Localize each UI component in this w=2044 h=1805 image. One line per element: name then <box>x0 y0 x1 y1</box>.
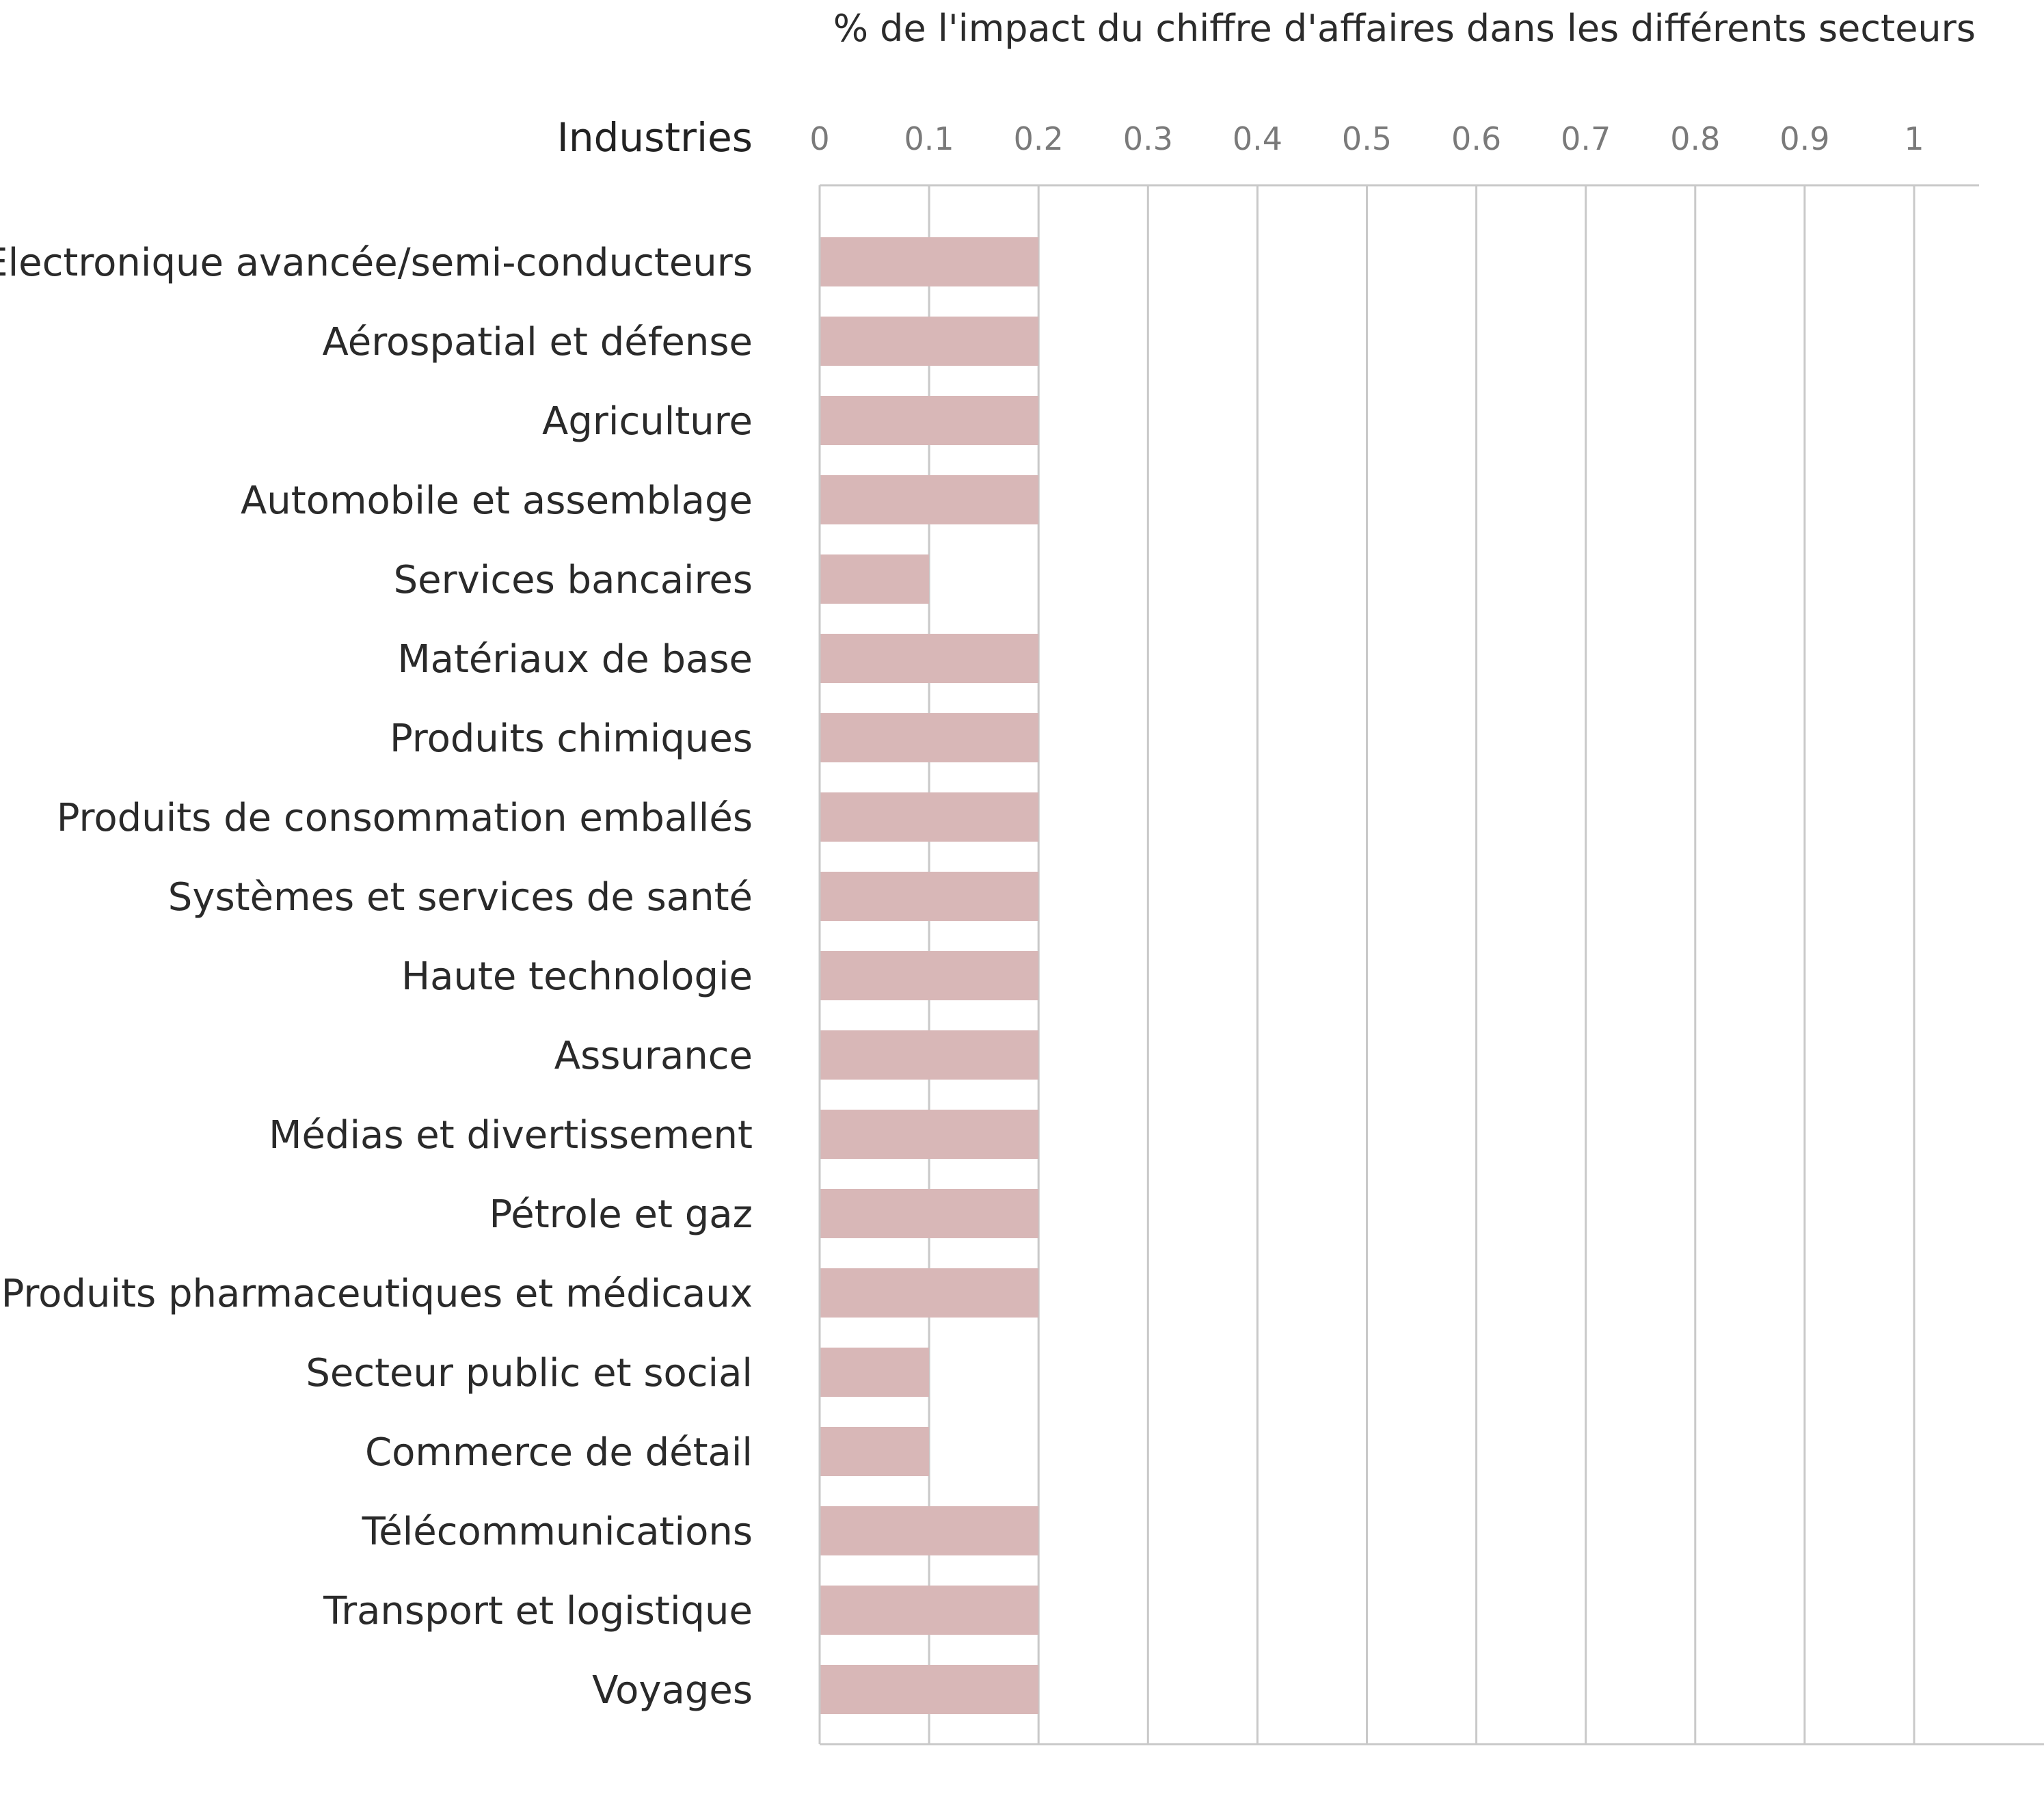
category-label: Médias et divertissement <box>269 1113 753 1158</box>
category-label: Matériaux de base <box>397 637 753 682</box>
bar-3 <box>820 396 1039 445</box>
bar-9 <box>820 872 1039 921</box>
category-label: Produits chimiques <box>390 717 753 761</box>
category-label: Automobile et assemblage <box>241 479 753 523</box>
x-tick-label: 0.4 <box>1233 120 1282 157</box>
category-label: Télécommunications <box>362 1510 753 1554</box>
category-label: Secteur public et social <box>306 1351 753 1395</box>
bar-15 <box>820 1348 930 1397</box>
x-tick-label: 0.5 <box>1342 120 1392 157</box>
x-tick-label: 1 <box>1904 120 1924 157</box>
x-tick-label: 0.8 <box>1670 120 1720 157</box>
bar-2 <box>820 317 1039 366</box>
bar-4 <box>820 475 1039 524</box>
category-header: Industries <box>557 114 753 161</box>
chart-title: % de l'impact du chiffre d'affaires dans… <box>833 7 1976 50</box>
bar-8 <box>820 792 1039 842</box>
category-label: Voyages <box>592 1668 753 1713</box>
x-tick-label: 0.2 <box>1014 120 1064 157</box>
category-label: Pétrole et gaz <box>489 1192 753 1237</box>
category-label: Commerce de détail <box>365 1430 753 1475</box>
bar-5 <box>820 554 930 604</box>
bar-10 <box>820 951 1039 1000</box>
category-label: Transport et logistique <box>323 1589 753 1633</box>
category-label: Haute technologie <box>401 954 753 999</box>
bar-1 <box>820 237 1039 286</box>
bar-13 <box>820 1189 1039 1238</box>
bar-19 <box>820 1665 1039 1714</box>
bar-14 <box>820 1268 1039 1318</box>
category-label: Aérospatial et défense <box>322 320 753 364</box>
category-label: Systèmes et services de santé <box>168 875 753 920</box>
bar-18 <box>820 1586 1039 1635</box>
bar-17 <box>820 1506 1039 1555</box>
category-label: Assurance <box>554 1034 753 1078</box>
x-tick-label: 0 <box>809 120 829 157</box>
bar-6 <box>820 634 1039 683</box>
x-tick-label: 0.1 <box>904 120 954 157</box>
x-tick-label: 0.9 <box>1779 120 1829 157</box>
category-label: Electronique avancée/semi-conducteurs <box>0 241 753 285</box>
bar-12 <box>820 1110 1039 1159</box>
category-label: Produits pharmaceutiques et médicaux <box>1 1272 753 1316</box>
category-label: Produits de consommation emballés <box>57 796 753 840</box>
x-tick-label: 0.7 <box>1561 120 1611 157</box>
bar-16 <box>820 1427 930 1476</box>
bar-7 <box>820 713 1039 762</box>
bar-11 <box>820 1030 1039 1080</box>
x-tick-label: 0.3 <box>1123 120 1173 157</box>
category-label: Agriculture <box>542 399 753 444</box>
category-label: Services bancaires <box>394 558 753 602</box>
x-tick-label: 0.6 <box>1451 120 1501 157</box>
